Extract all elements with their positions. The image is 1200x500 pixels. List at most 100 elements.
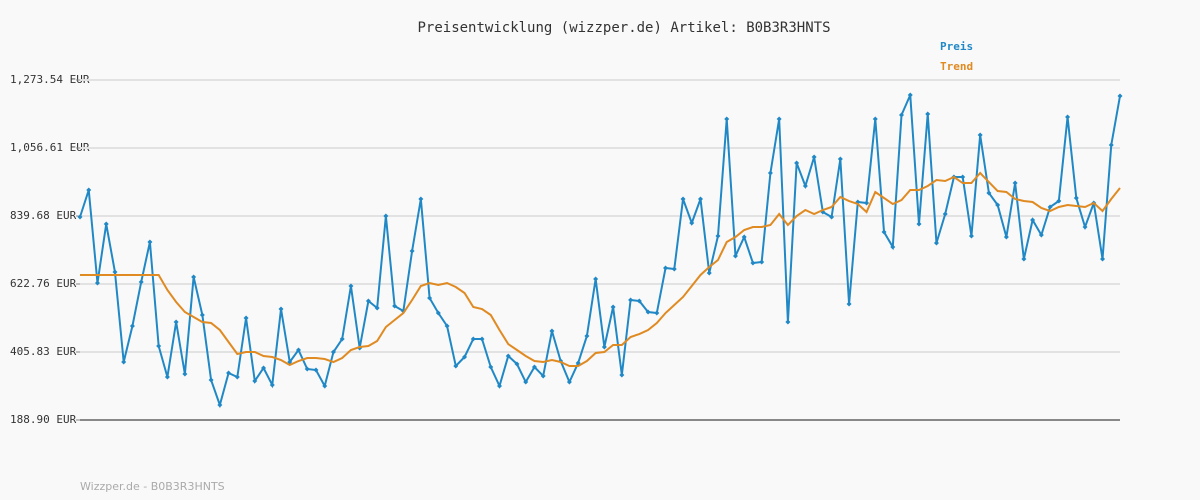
point-marker — [706, 270, 712, 276]
point-marker — [1117, 93, 1123, 99]
point-marker — [313, 367, 319, 373]
point-marker — [199, 312, 205, 318]
point-marker — [794, 160, 800, 166]
point-marker — [890, 244, 896, 250]
point-marker — [881, 229, 887, 235]
point-marker — [304, 366, 310, 372]
point-marker — [829, 214, 835, 220]
point-marker — [593, 276, 599, 282]
point-marker — [1056, 198, 1062, 204]
point-marker — [942, 211, 948, 217]
point-marker — [418, 196, 424, 202]
point-marker — [628, 297, 634, 303]
point-marker — [173, 319, 179, 325]
series-line — [79, 94, 1121, 409]
point-marker — [138, 279, 144, 285]
point-marker — [488, 364, 494, 370]
point-marker — [899, 112, 905, 118]
point-marker — [549, 328, 555, 334]
point-marker — [759, 259, 765, 265]
point-marker — [566, 379, 572, 385]
point-marker — [767, 170, 773, 176]
y-tick-label: 839.68 EUR — [10, 209, 77, 222]
point-marker — [715, 233, 721, 239]
point-marker — [514, 361, 520, 367]
point-marker — [1030, 217, 1036, 223]
point-marker — [750, 260, 756, 266]
legend-label: Trend — [940, 60, 973, 73]
chart-title: Preisentwicklung (wizzper.de) Artikel: B… — [417, 20, 830, 36]
point-marker — [505, 353, 511, 359]
point-marker — [383, 213, 389, 219]
y-tick-label: 405.83 EUR — [10, 345, 77, 358]
point-marker — [226, 370, 232, 376]
point-marker — [732, 253, 738, 259]
point-marker — [269, 382, 275, 388]
point-marker — [217, 402, 223, 408]
point-marker — [811, 154, 817, 160]
point-marker — [610, 304, 616, 310]
point-marker — [864, 200, 870, 206]
point-marker — [1100, 256, 1106, 262]
point-marker — [523, 379, 529, 385]
point-marker — [907, 92, 913, 98]
point-marker — [1021, 256, 1027, 262]
point-marker — [1082, 224, 1088, 230]
point-marker — [278, 306, 284, 312]
point-marker — [392, 303, 398, 309]
point-marker — [584, 333, 590, 339]
point-marker — [182, 371, 188, 377]
point-marker — [619, 372, 625, 378]
point-marker — [409, 248, 415, 254]
legend-label: Preis — [940, 40, 973, 53]
point-marker — [968, 233, 974, 239]
point-marker — [960, 174, 966, 180]
point-marker — [680, 196, 686, 202]
point-marker — [496, 383, 502, 389]
point-marker — [601, 344, 607, 350]
point-marker — [724, 116, 730, 122]
point-marker — [86, 187, 92, 193]
point-marker — [147, 239, 153, 245]
point-marker — [1108, 142, 1114, 148]
point-marker — [77, 214, 83, 220]
point-marker — [191, 274, 197, 280]
point-marker — [916, 221, 922, 227]
point-marker — [94, 280, 100, 286]
point-marker — [129, 323, 135, 329]
point-marker — [531, 364, 537, 370]
point-marker — [330, 349, 336, 355]
point-marker — [776, 116, 782, 122]
point-marker — [636, 298, 642, 304]
point-marker — [663, 265, 669, 271]
point-marker — [374, 305, 380, 311]
point-marker — [462, 354, 468, 360]
point-marker — [322, 383, 328, 389]
y-tick-label: 1,056.61 EUR — [10, 141, 90, 154]
point-marker — [1073, 195, 1079, 201]
point-marker — [339, 336, 345, 342]
point-marker — [112, 269, 118, 275]
point-marker — [103, 221, 109, 227]
point-marker — [479, 336, 485, 342]
point-marker — [837, 156, 843, 162]
series-line — [80, 171, 1121, 367]
point-marker — [645, 309, 651, 315]
point-marker — [121, 359, 127, 365]
point-marker — [252, 378, 258, 384]
point-marker — [785, 319, 791, 325]
footer: Wizzper.de - B0B3R3HNTS — [80, 480, 225, 493]
point-marker — [444, 323, 450, 329]
point-marker — [925, 111, 931, 117]
point-marker — [540, 373, 546, 379]
point-marker — [427, 295, 433, 301]
point-marker — [348, 283, 354, 289]
point-marker — [1012, 180, 1018, 186]
point-marker — [164, 374, 170, 380]
point-marker — [698, 196, 704, 202]
point-marker — [872, 116, 878, 122]
point-marker — [846, 301, 852, 307]
point-marker — [208, 377, 214, 383]
